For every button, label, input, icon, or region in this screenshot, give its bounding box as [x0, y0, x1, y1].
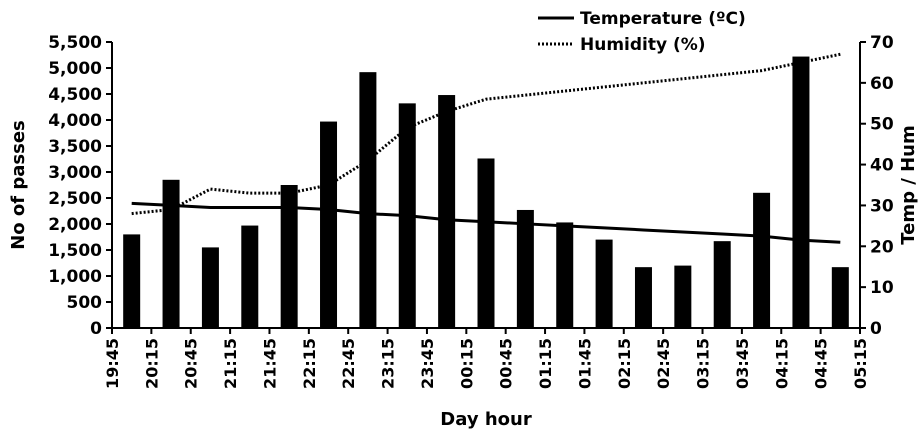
legend-label: Temperature (ºC): [580, 9, 746, 29]
x-tick-label: 20:15: [142, 338, 161, 389]
y-tick-label: 3,000: [48, 163, 102, 183]
x-tick-label: 23:45: [418, 338, 437, 389]
x-tick-label: 22:15: [300, 338, 319, 389]
bar: [753, 192, 771, 328]
bar: [792, 56, 810, 329]
y-tick-label: 5,000: [48, 59, 102, 79]
legend-label: Humidity (%): [580, 35, 706, 55]
y-tick-label: 4,000: [48, 111, 102, 131]
y2-axis-title: Temp / Hum: [898, 125, 919, 244]
y-tick-label: 4,500: [48, 85, 102, 105]
bar: [123, 234, 141, 328]
humidity-line: [131, 52, 841, 216]
x-tick-label: 01:45: [575, 338, 594, 389]
bar: [201, 247, 219, 328]
bar: [674, 265, 692, 328]
x-tick-label: 21:15: [221, 338, 240, 389]
y-tick-label: 5,500: [48, 33, 102, 53]
y2-tick-label: 60: [870, 74, 894, 94]
y2-tick-label: 50: [870, 115, 894, 135]
x-tick-label: 01:15: [536, 338, 555, 389]
bar: [359, 72, 377, 328]
y-tick-label: 1,500: [48, 241, 102, 261]
y-tick-label: 2,500: [48, 189, 102, 209]
bar: [320, 121, 338, 328]
x-tick-label: 00:15: [457, 338, 476, 389]
y-tick-label: 1,000: [48, 267, 102, 287]
x-tick-label: 03:45: [733, 338, 752, 389]
bar: [438, 95, 456, 328]
x-tick-label: 21:45: [260, 338, 279, 389]
bar: [162, 179, 180, 328]
x-tick-label: 02:15: [615, 338, 634, 389]
y-tick-label: 3,500: [48, 137, 102, 157]
y-axis-title: No of passes: [8, 120, 29, 250]
bar: [280, 185, 298, 328]
x-tick-label: 20:45: [182, 338, 201, 389]
y2-tick-label: 0: [870, 319, 882, 339]
bar: [595, 239, 613, 328]
bar: [241, 225, 259, 328]
y-tick-label: 2,000: [48, 215, 102, 235]
y2-tick-label: 10: [870, 278, 894, 298]
bar: [556, 222, 574, 328]
y2-tick-label: 30: [870, 196, 894, 216]
x-tick-label: 19:45: [103, 338, 122, 389]
x-tick-label: 22:45: [339, 338, 358, 389]
x-tick-label: 00:45: [497, 338, 516, 389]
y2-tick-label: 70: [870, 33, 894, 53]
bar: [477, 158, 495, 328]
y-tick-label: 500: [67, 293, 103, 313]
x-tick-label: 02:45: [654, 338, 673, 389]
y2-tick-label: 20: [870, 237, 894, 257]
temperature-line: [131, 201, 841, 244]
y-tick-label: 0: [90, 319, 102, 339]
y2-tick-label: 40: [870, 156, 894, 176]
x-tick-label: 05:15: [851, 338, 870, 389]
bar: [516, 209, 534, 328]
x-tick-label: 04:45: [812, 338, 831, 389]
x-axis-title: Day hour: [440, 409, 532, 430]
x-tick-label: 23:15: [379, 338, 398, 389]
x-tick-label: 04:15: [772, 338, 791, 389]
bar: [713, 241, 731, 328]
bar: [831, 267, 849, 328]
x-tick-label: 03:15: [694, 338, 713, 389]
bar: [634, 267, 652, 328]
